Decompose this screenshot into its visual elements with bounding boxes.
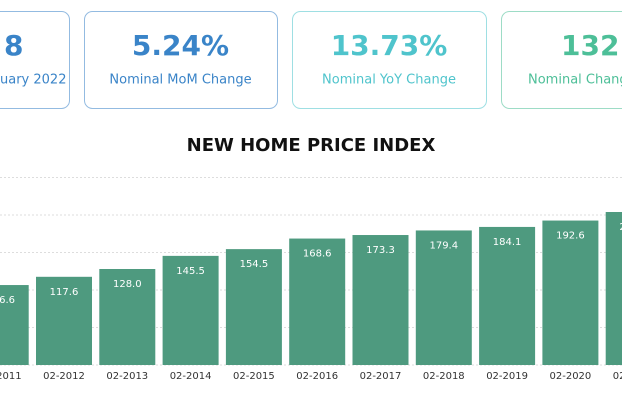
bar — [36, 276, 92, 365]
bar — [352, 235, 409, 365]
bar — [162, 255, 219, 365]
value-label: 173.3 — [366, 245, 395, 256]
value-label: 179.4 — [429, 240, 458, 251]
bar — [289, 238, 346, 365]
card-label: Nominal Chang — [528, 73, 622, 88]
bar — [605, 212, 622, 365]
card-label: Nominal MoM Change — [109, 73, 251, 88]
value-label: 168.6 — [303, 249, 332, 260]
value-label: 192.6 — [556, 231, 585, 242]
bar — [542, 220, 599, 365]
card-value: 5.24% — [132, 29, 229, 62]
x-tick-label: 02-2014 — [170, 371, 212, 382]
value-label: 106.6 — [0, 295, 15, 306]
x-tick-label: 02-2018 — [423, 371, 465, 382]
x-tick-label: 02-2013 — [106, 371, 148, 382]
x-tick-label: 02-2011 — [0, 371, 22, 382]
stat-card — [0, 11, 70, 109]
bar — [415, 230, 472, 365]
card-label: uary 2022 — [0, 73, 66, 88]
stat-card — [84, 11, 278, 109]
value-label: 145.5 — [176, 266, 205, 277]
bar — [479, 226, 536, 365]
value-label: 154.5 — [240, 259, 269, 270]
value-label: 184.1 — [493, 237, 522, 248]
x-tick-label: 02-2015 — [233, 371, 275, 382]
card-label: Nominal YoY Change — [322, 73, 456, 88]
stat-card — [501, 11, 622, 109]
x-tick-label: 02-2019 — [486, 371, 528, 382]
value-label: 128.0 — [113, 279, 142, 290]
value-label: 117.6 — [50, 287, 79, 298]
value-label: 204.0 — [619, 222, 622, 233]
card-value: 132. — [561, 29, 622, 62]
bar — [99, 269, 156, 365]
card-value: 8 — [4, 29, 23, 62]
bar — [0, 285, 29, 365]
x-tick-label: 02-2020 — [550, 371, 592, 382]
x-tick-label: 02-2021 — [613, 371, 622, 382]
card-value: 13.73% — [331, 29, 448, 62]
bar — [225, 249, 282, 365]
x-tick-label: 02-2016 — [296, 371, 338, 382]
x-tick-label: 02-2012 — [43, 371, 85, 382]
x-tick-label: 02-2017 — [360, 371, 402, 382]
stat-card — [292, 11, 487, 109]
chart-title: NEW HOME PRICE INDEX — [187, 135, 436, 156]
